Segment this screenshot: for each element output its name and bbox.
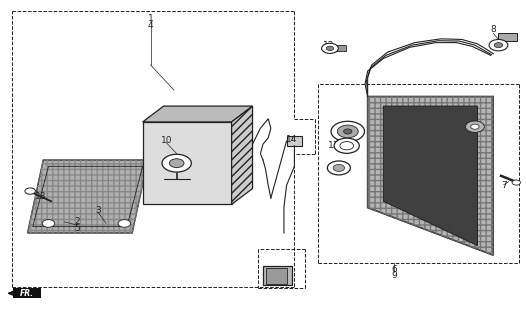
Polygon shape xyxy=(143,122,231,204)
Circle shape xyxy=(42,220,55,227)
Text: 9: 9 xyxy=(391,271,397,280)
Bar xyxy=(499,33,517,41)
Text: 6: 6 xyxy=(391,265,397,274)
Circle shape xyxy=(326,46,333,51)
Polygon shape xyxy=(27,160,148,233)
Circle shape xyxy=(340,142,353,150)
Text: 10: 10 xyxy=(160,136,172,146)
Text: 2: 2 xyxy=(75,217,80,226)
Circle shape xyxy=(162,154,191,172)
Text: 13: 13 xyxy=(35,192,46,201)
Circle shape xyxy=(169,159,184,168)
Text: 11: 11 xyxy=(328,141,339,150)
Circle shape xyxy=(333,164,345,172)
Circle shape xyxy=(489,39,508,51)
Bar xyxy=(287,136,302,146)
Circle shape xyxy=(327,161,350,175)
Text: 7: 7 xyxy=(501,181,507,190)
Text: 3: 3 xyxy=(95,206,101,215)
Text: FR.: FR. xyxy=(19,289,34,298)
Polygon shape xyxy=(231,106,252,204)
Circle shape xyxy=(118,220,130,227)
Circle shape xyxy=(466,121,484,132)
Circle shape xyxy=(343,129,352,134)
Circle shape xyxy=(494,43,503,48)
Circle shape xyxy=(334,138,359,153)
Circle shape xyxy=(471,124,479,129)
Polygon shape xyxy=(383,106,478,246)
Circle shape xyxy=(337,125,358,138)
Circle shape xyxy=(25,188,35,194)
Bar xyxy=(263,266,292,285)
Text: 1: 1 xyxy=(148,14,154,23)
Bar xyxy=(335,45,346,51)
Polygon shape xyxy=(143,106,252,122)
Text: 8: 8 xyxy=(490,25,496,35)
Text: 11: 11 xyxy=(328,165,339,174)
Text: 14: 14 xyxy=(286,135,298,144)
Text: 5: 5 xyxy=(74,224,80,233)
Text: 12: 12 xyxy=(323,41,334,50)
Circle shape xyxy=(321,43,338,53)
Circle shape xyxy=(512,180,520,185)
Polygon shape xyxy=(13,288,41,298)
Text: 4: 4 xyxy=(148,21,153,30)
Circle shape xyxy=(331,121,365,142)
Bar xyxy=(266,268,287,284)
Polygon shape xyxy=(368,97,493,255)
